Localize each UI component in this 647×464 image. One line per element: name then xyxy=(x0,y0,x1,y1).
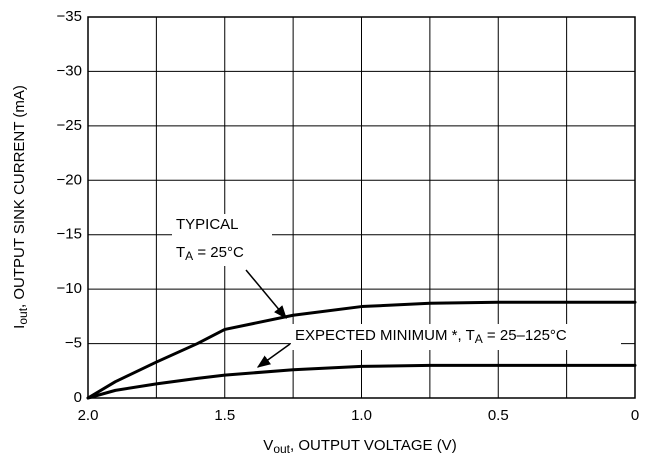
annotation: TYPICAL xyxy=(176,216,239,233)
y-tick-label: −10 xyxy=(57,280,82,297)
arrow xyxy=(256,343,291,368)
x-tick-label: 0.5 xyxy=(488,407,509,424)
y-tick-label: −25 xyxy=(57,117,82,134)
y-tick-label: −30 xyxy=(57,62,82,79)
x-tick-label: 1.0 xyxy=(351,407,372,424)
annotation: EXPECTED MINIMUM *, TA = 25–125°C xyxy=(295,327,567,346)
y-tick-label: −35 xyxy=(57,8,82,25)
annotation: TA = 25°C xyxy=(176,244,244,263)
annotation-bg xyxy=(291,324,621,350)
data xyxy=(86,300,637,400)
y-axis-label: Iout, OUTPUT SINK CURRENT (mA) xyxy=(11,85,30,329)
series-line xyxy=(86,363,637,400)
arrow xyxy=(245,269,287,320)
series-line xyxy=(86,300,637,400)
x-axis-label: Vout, OUTPUT VOLTAGE (V) xyxy=(263,437,456,456)
annotation-bg xyxy=(172,214,272,266)
x-tick-label: 2.0 xyxy=(78,407,99,424)
x-tick-label: 0 xyxy=(631,407,639,424)
y-tick-label: −15 xyxy=(57,226,82,243)
x-tick-label: 1.5 xyxy=(214,407,235,424)
y-tick-label: 0 xyxy=(74,389,82,406)
plot-frame xyxy=(87,16,636,399)
y-tick-label: −5 xyxy=(65,335,82,352)
y-tick-label: −20 xyxy=(57,171,82,188)
